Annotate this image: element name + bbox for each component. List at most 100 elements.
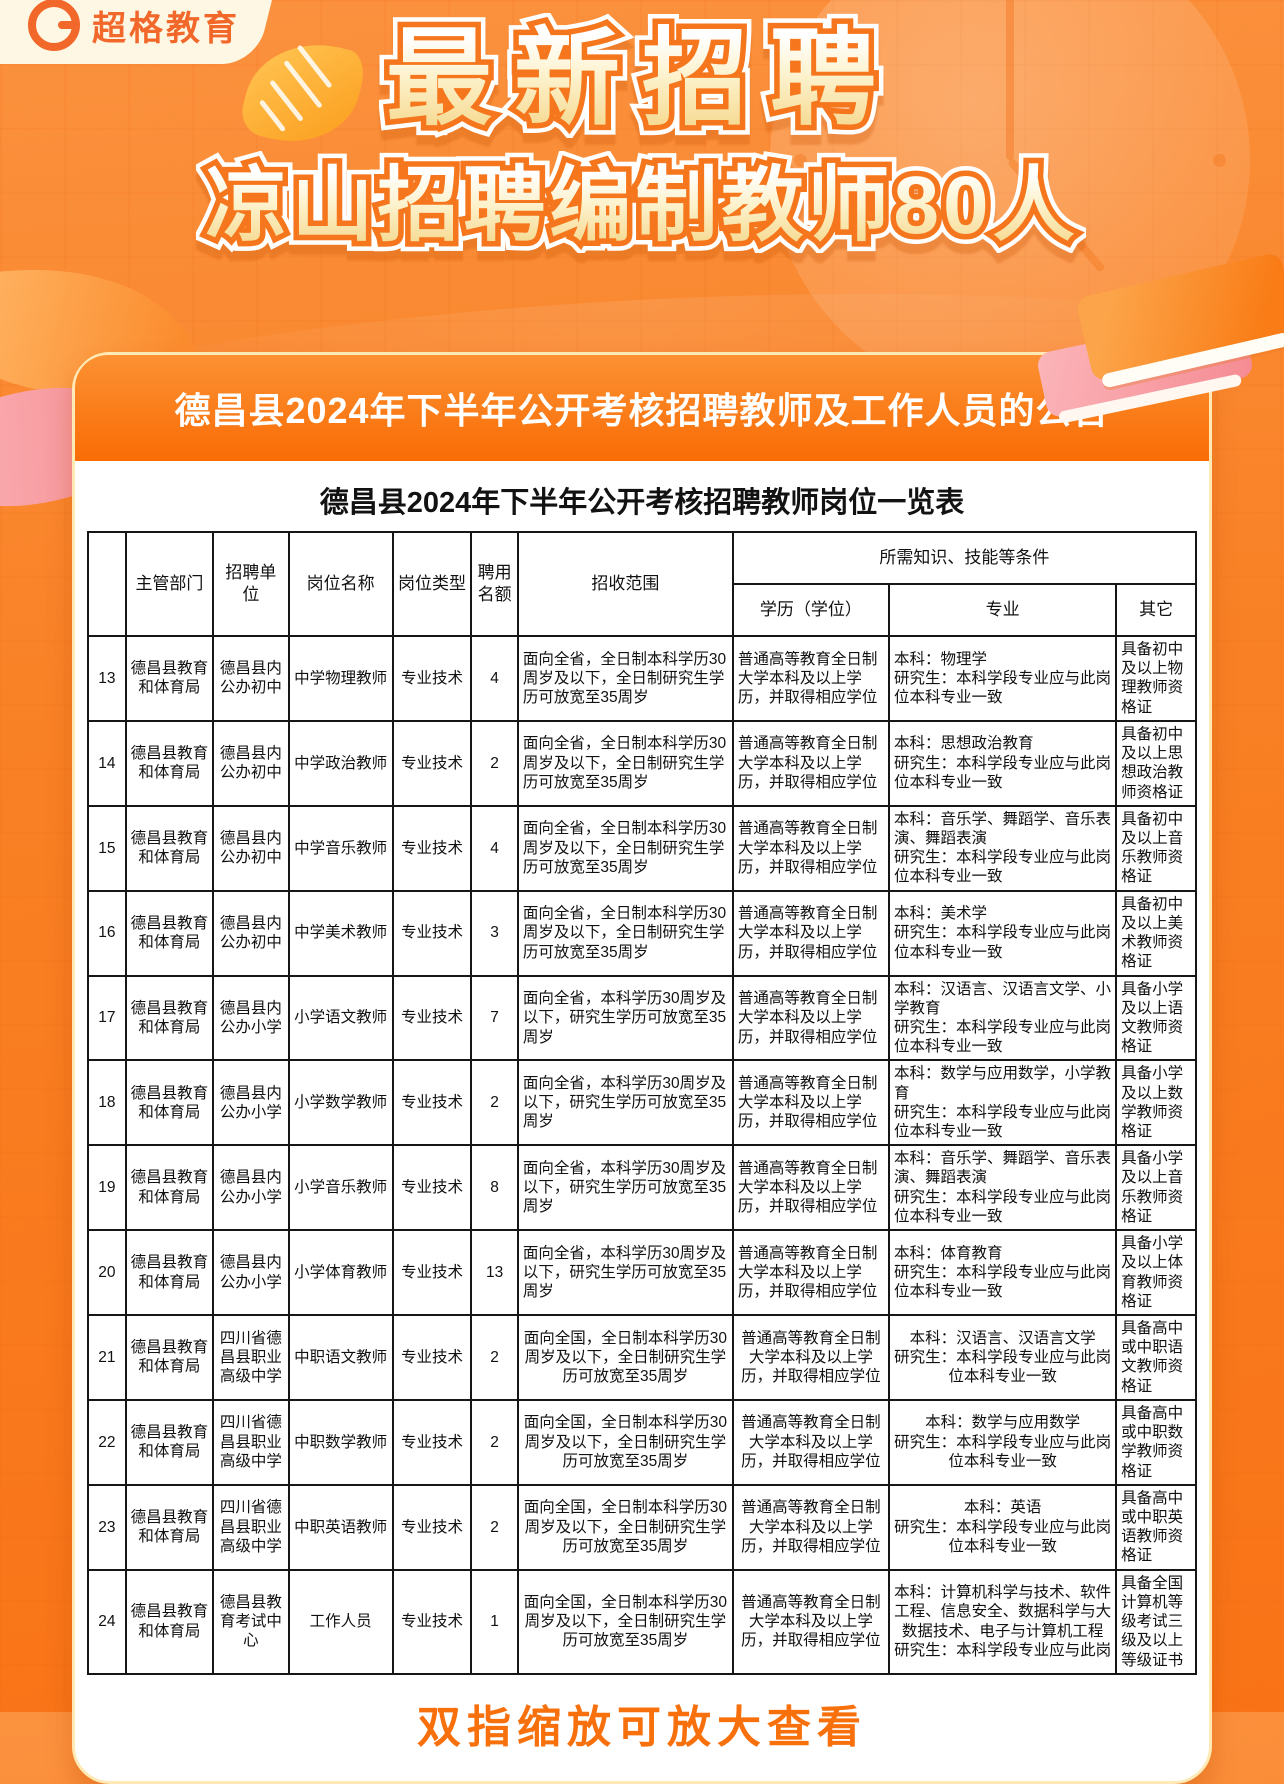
cell-other: 具备初中及以上美术教师资格证 [1115, 889, 1197, 977]
books-icon [1022, 251, 1284, 420]
cell-quota: 4 [470, 635, 519, 722]
cell-dept: 德昌县教育和体育局 [124, 1398, 215, 1486]
cell-type: 专业技术 [391, 974, 473, 1062]
header-employer: 招聘单位 [212, 531, 290, 637]
cell-type: 专业技术 [391, 1229, 473, 1316]
hero-headline: 最新招聘 最新招聘 最新招聘 [0, 11, 1284, 146]
cell-dept: 德昌县教育和体育局 [124, 1314, 215, 1401]
cell-no: 24 [87, 1568, 127, 1675]
announcement-title: 德昌县2024年下半年公开考核招聘教师及工作人员的公告 [174, 390, 1110, 431]
cell-employer: 德昌县内公办初中 [212, 889, 290, 977]
cell-dept: 德昌县教育和体育局 [124, 1568, 215, 1675]
header-degree: 学历（学位） [731, 583, 891, 637]
cell-major: 本科：体育教育 研究生：本科学段专业应与此岗位本科专业一致 [888, 1229, 1118, 1316]
cell-quota: 4 [470, 804, 519, 892]
cell-degree: 普通高等教育全日制大学本科及以上学历，并取得相应学位 [731, 1059, 891, 1147]
cell-dept: 德昌县教育和体育局 [124, 889, 215, 977]
header-quota: 聘用名额 [470, 531, 519, 637]
cell-scope: 面向全省，本科学历30周岁及以下，研究生学历可放宽至35周岁 [516, 1229, 734, 1316]
cell-other: 具备初中及以上思想政治教师资格证 [1115, 719, 1197, 807]
cell-no: 19 [87, 1144, 127, 1232]
cell-quota: 3 [470, 889, 519, 977]
cell-post: 中学音乐教师 [287, 804, 394, 892]
cell-no: 15 [87, 804, 127, 892]
cell-post: 小学体育教师 [287, 1229, 394, 1316]
brand-logo: 超格教育 [0, 0, 276, 64]
cell-degree: 普通高等教育全日制大学本科及以上学历，并取得相应学位 [731, 1229, 891, 1316]
cell-scope: 面向全省，全日制本科学历30周岁及以下，全日制研究生学历可放宽至35周岁 [516, 635, 734, 722]
table-body: 13 德昌县教育和体育局 德昌县内公办初中 中学物理教师 专业技术 4 面向全省，全日制本科… [87, 635, 1197, 1675]
cell-quota: 8 [470, 1144, 519, 1232]
cell-scope: 面向全省，全日制本科学历30周岁及以下，全日制研究生学历可放宽至35周岁 [516, 804, 734, 892]
cell-quota: 2 [470, 719, 519, 807]
cell-employer: 德昌县内公办初中 [212, 635, 290, 722]
cell-employer: 德昌县内公办小学 [212, 974, 290, 1062]
cell-degree: 普通高等教育全日制大学本科及以上学历，并取得相应学位 [731, 1483, 891, 1571]
header-no [87, 531, 127, 637]
cell-quota: 2 [470, 1314, 519, 1401]
hero-subheadline-outline: 凉山招聘编制教师80人 [195, 151, 1084, 259]
header-other: 其它 [1115, 583, 1197, 637]
cell-quota: 2 [470, 1059, 519, 1147]
cell-scope: 面向全国，全日制本科学历30周岁及以下，全日制研究生学历可放宽至35周岁 [516, 1398, 734, 1486]
cell-quota: 7 [470, 974, 519, 1062]
cell-type: 专业技术 [391, 719, 473, 807]
cell-other: 具备高中或中职语文教师资格证 [1115, 1314, 1197, 1401]
cell-quota: 13 [470, 1229, 519, 1316]
cell-degree: 普通高等教育全日制大学本科及以上学历，并取得相应学位 [731, 1144, 891, 1232]
cell-no: 13 [87, 635, 127, 722]
cell-employer: 德昌县内公办小学 [212, 1059, 290, 1147]
cell-no: 14 [87, 719, 127, 807]
table-row: 23 德昌县教育和体育局 四川省德昌县职业高级中学 中职英语教师 专业技术 2 面向全国，全… [87, 1483, 1197, 1571]
cell-employer: 德昌县内公办小学 [212, 1144, 290, 1232]
cell-employer: 四川省德昌县职业高级中学 [212, 1314, 290, 1401]
brand-name: 超格教育 [92, 9, 241, 48]
cell-degree: 普通高等教育全日制大学本科及以上学历，并取得相应学位 [731, 719, 891, 807]
cell-degree: 普通高等教育全日制大学本科及以上学历，并取得相应学位 [731, 1314, 891, 1401]
cell-dept: 德昌县教育和体育局 [124, 1059, 215, 1147]
cell-no: 17 [87, 974, 127, 1062]
cell-other: 具备小学及以上语文教师资格证 [1115, 974, 1197, 1062]
cell-scope: 面向全国，全日制本科学历30周岁及以下，全日制研究生学历可放宽至35周岁 [516, 1568, 734, 1675]
cell-quota: 2 [470, 1483, 519, 1571]
cell-other: 具备高中或中职英语教师资格证 [1115, 1483, 1197, 1571]
header-scope: 招收范围 [516, 531, 734, 637]
cell-scope: 面向全省，本科学历30周岁及以下，研究生学历可放宽至35周岁 [516, 1059, 734, 1147]
header-major: 专业 [888, 583, 1118, 637]
cell-type: 专业技术 [391, 1483, 473, 1571]
cell-quota: 1 [470, 1568, 519, 1675]
cell-scope: 面向全省，本科学历30周岁及以下，研究生学历可放宽至35周岁 [516, 1144, 734, 1232]
header-requirements: 所需知识、技能等条件 [731, 531, 1198, 585]
cell-scope: 面向全省，全日制本科学历30周岁及以下，全日制研究生学历可放宽至35周岁 [516, 719, 734, 807]
cell-other: 具备小学及以上体育教师资格证 [1115, 1229, 1197, 1316]
cell-dept: 德昌县教育和体育局 [124, 804, 215, 892]
hero-subheadline: 凉山招聘编制教师80人 凉山招聘编制教师80人 凉山招聘编制教师80人 [0, 151, 1284, 259]
cell-degree: 普通高等教育全日制大学本科及以上学历，并取得相应学位 [731, 1568, 891, 1675]
cell-post: 中学美术教师 [287, 889, 394, 977]
table-row: 13 德昌县教育和体育局 德昌县内公办初中 中学物理教师 专业技术 4 面向全省，全日制本科… [87, 635, 1197, 722]
cell-no: 22 [87, 1398, 127, 1486]
cell-dept: 德昌县教育和体育局 [124, 974, 215, 1062]
announcement-banner: 德昌县2024年下半年公开考核招聘教师及工作人员的公告 [75, 355, 1209, 461]
cell-major: 本科：美术学 研究生：本科学段专业应与此岗位本科专业一致 [888, 889, 1118, 977]
cell-post: 小学数学教师 [287, 1059, 394, 1147]
cell-scope: 面向全省，全日制本科学历30周岁及以下，全日制研究生学历可放宽至35周岁 [516, 889, 734, 977]
cell-other: 具备全国计算机等级考试三级及以上等级证书 [1115, 1568, 1197, 1675]
cell-employer: 四川省德昌县职业高级中学 [212, 1398, 290, 1486]
cell-degree: 普通高等教育全日制大学本科及以上学历，并取得相应学位 [731, 1398, 891, 1486]
cell-other: 具备初中及以上音乐教师资格证 [1115, 804, 1197, 892]
cell-employer: 德昌县内公办初中 [212, 804, 290, 892]
table-row: 24 德昌县教育和体育局 德昌县教育考试中心 工作人员 专业技术 1 面向全国，全日制本科学… [87, 1568, 1197, 1675]
table-row: 16 德昌县教育和体育局 德昌县内公办初中 中学美术教师 专业技术 3 面向全省，全日制本科… [87, 889, 1197, 977]
cell-no: 20 [87, 1229, 127, 1316]
cell-scope: 面向全省，本科学历30周岁及以下，研究生学历可放宽至35周岁 [516, 974, 734, 1062]
cell-employer: 德昌县教育考试中心 [212, 1568, 290, 1675]
table-title: 德昌县2024年下半年公开考核招聘教师岗位一览表 [319, 487, 965, 519]
cell-post: 小学音乐教师 [287, 1144, 394, 1232]
cell-dept: 德昌县教育和体育局 [124, 1144, 215, 1232]
cell-employer: 德昌县内公办初中 [212, 719, 290, 807]
announcement-card: 德昌县2024年下半年公开考核招聘教师及工作人员的公告 德昌县2024年下半年公… [72, 352, 1212, 1784]
cell-degree: 普通高等教育全日制大学本科及以上学历，并取得相应学位 [731, 889, 891, 977]
cell-post: 小学语文教师 [287, 974, 394, 1062]
cell-employer: 四川省德昌县职业高级中学 [212, 1483, 290, 1571]
